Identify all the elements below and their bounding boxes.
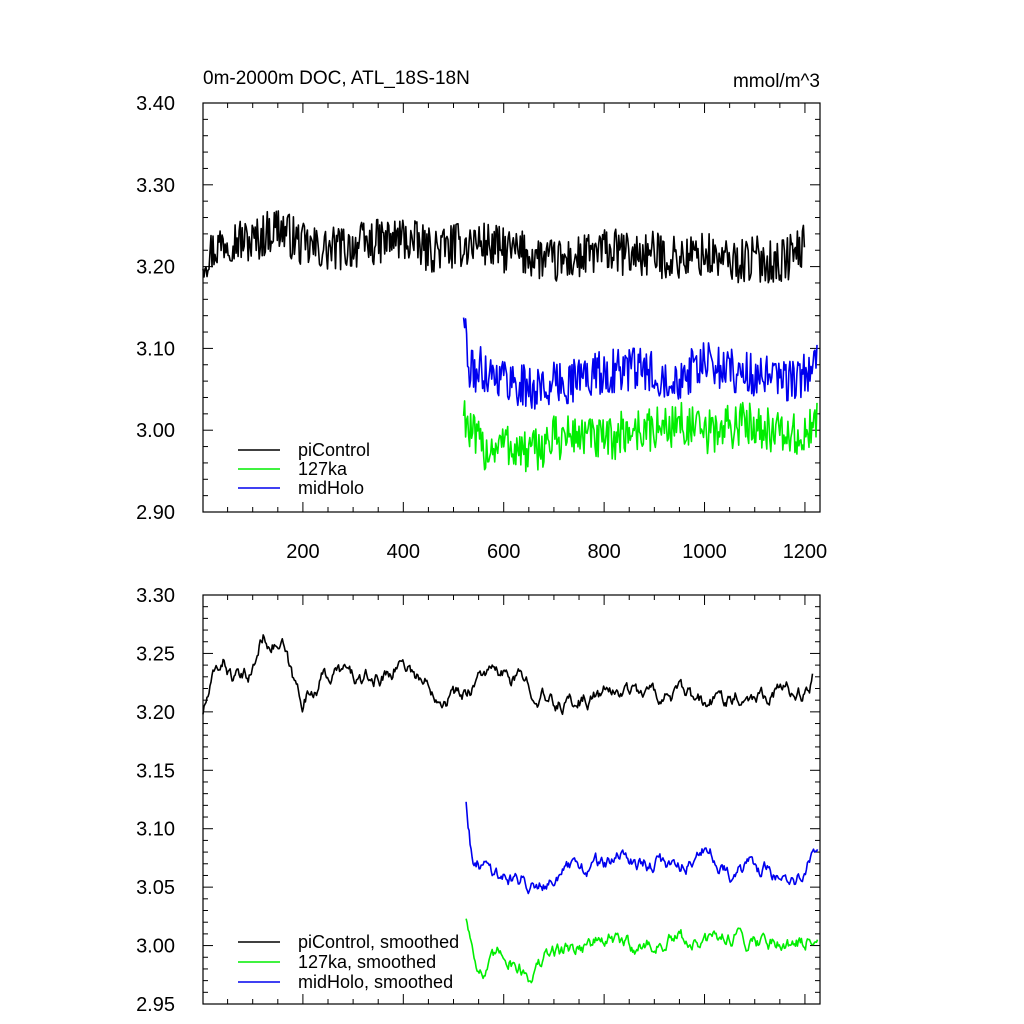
legend-label-midholo: midHolo bbox=[298, 478, 364, 498]
y-tick-label: 3.25 bbox=[136, 643, 175, 665]
legend-label-127ka: 127ka bbox=[298, 459, 348, 479]
series-line-midholo-smoothed bbox=[465, 801, 819, 895]
y-tick-label: 3.40 bbox=[136, 93, 175, 115]
series-line-127ka-smoothed bbox=[465, 918, 819, 984]
series-line-picontrol bbox=[202, 210, 806, 284]
legend-label-picontrol-smoothed: piControl, smoothed bbox=[298, 932, 459, 952]
y-tick-label: 3.00 bbox=[136, 420, 175, 442]
y-tick-label: 3.00 bbox=[136, 936, 175, 958]
x-tick-label: 600 bbox=[487, 541, 520, 563]
x-tick-label: 1000 bbox=[682, 541, 727, 563]
y-tick-label: 3.05 bbox=[136, 877, 175, 899]
y-tick-label: 3.20 bbox=[136, 702, 175, 724]
x-tick-label: 800 bbox=[587, 541, 620, 563]
y-tick-label: 2.95 bbox=[136, 994, 175, 1016]
plot-frame bbox=[202, 102, 821, 513]
chart-title: 0m-2000m DOC, ATL_18S-18N bbox=[203, 68, 470, 89]
x-tick-label: 1200 bbox=[783, 541, 828, 563]
units-label: mmol/m^3 bbox=[733, 71, 820, 92]
series-line-picontrol-smoothed bbox=[202, 634, 814, 716]
y-tick-label: 3.10 bbox=[136, 819, 175, 841]
y-tick-label: 3.30 bbox=[136, 585, 175, 607]
legend-label-picontrol: piControl bbox=[298, 440, 370, 460]
plot-frame bbox=[202, 594, 821, 1005]
series-line-midholo bbox=[462, 317, 818, 410]
y-tick-label: 2.90 bbox=[136, 502, 175, 524]
legend-label-127ka-smoothed: 127ka, smoothed bbox=[298, 952, 436, 972]
y-tick-label: 3.30 bbox=[136, 175, 175, 197]
panel-bottom: 2.95 3.00 3.05 3.10 3.15 3.20 3.25 3.30 piContro… bbox=[136, 585, 821, 1016]
y-tick-label: 3.20 bbox=[136, 257, 175, 279]
y-tick-label: 3.15 bbox=[136, 760, 175, 782]
x-tick-label: 200 bbox=[286, 541, 319, 563]
legend-label-midholo-smoothed: midHolo, smoothed bbox=[298, 972, 453, 992]
x-tick-label: 400 bbox=[387, 541, 420, 563]
panel-top: 2.90 3.00 3.10 3.20 3.30 3.40 200 400 600 800 1000… bbox=[136, 93, 827, 563]
y-tick-label: 3.10 bbox=[136, 338, 175, 360]
series-line-127ka bbox=[462, 400, 818, 473]
